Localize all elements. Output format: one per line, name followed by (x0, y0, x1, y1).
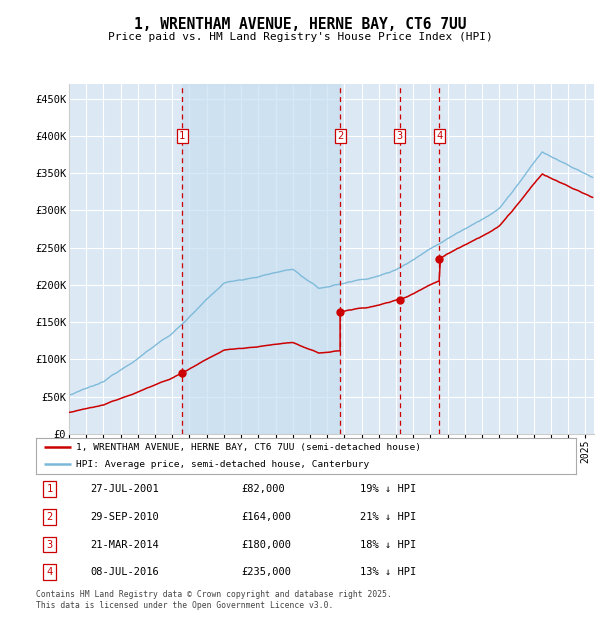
Text: 21% ↓ HPI: 21% ↓ HPI (360, 512, 416, 522)
Text: Contains HM Land Registry data © Crown copyright and database right 2025.
This d: Contains HM Land Registry data © Crown c… (36, 590, 392, 609)
Text: 19% ↓ HPI: 19% ↓ HPI (360, 484, 416, 494)
Text: £164,000: £164,000 (241, 512, 291, 522)
Text: £180,000: £180,000 (241, 539, 291, 549)
Text: 1: 1 (179, 131, 185, 141)
Text: 1, WRENTHAM AVENUE, HERNE BAY, CT6 7UU: 1, WRENTHAM AVENUE, HERNE BAY, CT6 7UU (134, 17, 466, 32)
Text: 13% ↓ HPI: 13% ↓ HPI (360, 567, 416, 577)
Text: HPI: Average price, semi-detached house, Canterbury: HPI: Average price, semi-detached house,… (77, 460, 370, 469)
Text: 1: 1 (46, 484, 53, 494)
Text: 3: 3 (46, 539, 53, 549)
Text: £82,000: £82,000 (241, 484, 285, 494)
Text: £235,000: £235,000 (241, 567, 291, 577)
Text: 4: 4 (46, 567, 53, 577)
Text: 29-SEP-2010: 29-SEP-2010 (90, 512, 159, 522)
Text: 21-MAR-2014: 21-MAR-2014 (90, 539, 159, 549)
Text: 2: 2 (46, 512, 53, 522)
Text: 4: 4 (436, 131, 443, 141)
Text: 3: 3 (397, 131, 403, 141)
Text: 1, WRENTHAM AVENUE, HERNE BAY, CT6 7UU (semi-detached house): 1, WRENTHAM AVENUE, HERNE BAY, CT6 7UU (… (77, 443, 421, 452)
Text: 08-JUL-2016: 08-JUL-2016 (90, 567, 159, 577)
Text: 2: 2 (337, 131, 343, 141)
Text: 27-JUL-2001: 27-JUL-2001 (90, 484, 159, 494)
Text: Price paid vs. HM Land Registry's House Price Index (HPI): Price paid vs. HM Land Registry's House … (107, 32, 493, 42)
Text: 18% ↓ HPI: 18% ↓ HPI (360, 539, 416, 549)
Bar (182, 84, 340, 434)
